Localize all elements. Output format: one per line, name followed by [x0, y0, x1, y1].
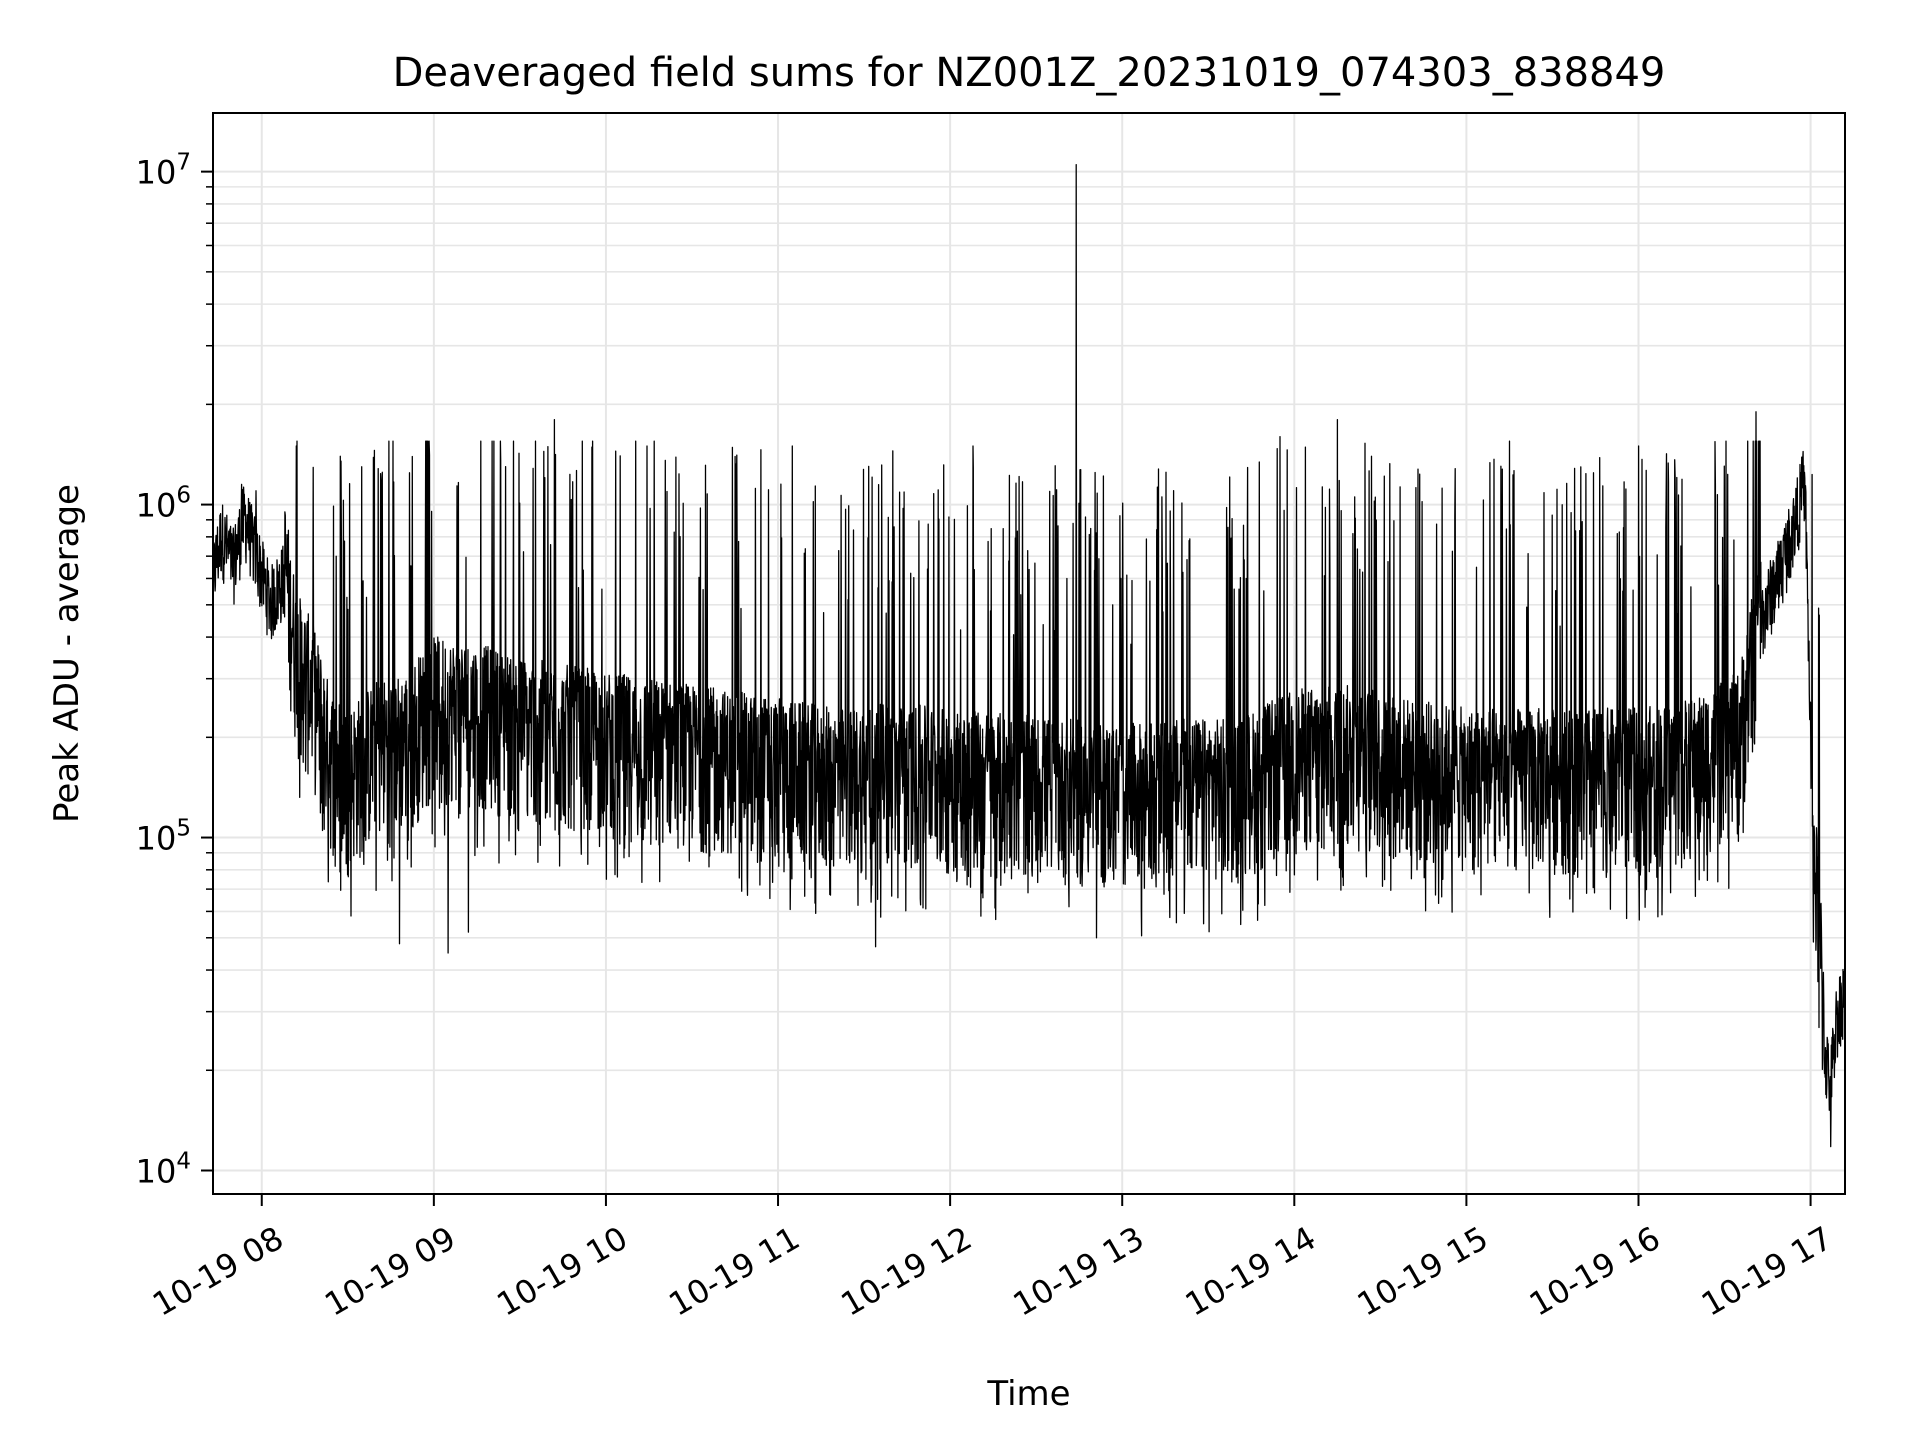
plot-area [212, 163, 1846, 1148]
y-tick-label: 106 [136, 483, 191, 525]
y-tick-label: 105 [136, 816, 191, 858]
y-axis: 104 105 106 107 [136, 150, 213, 1190]
y-axis-label: Peak ADU - average [47, 484, 87, 823]
y-tick-label: 104 [136, 1148, 191, 1190]
x-axis-label: Time [986, 1374, 1070, 1414]
series-line [212, 163, 1846, 1148]
y-tick-label: 107 [136, 150, 191, 192]
plot-frame [212, 112, 1846, 1195]
chart-title: Deaveraged field sums for NZ001Z_2023101… [393, 50, 1666, 96]
